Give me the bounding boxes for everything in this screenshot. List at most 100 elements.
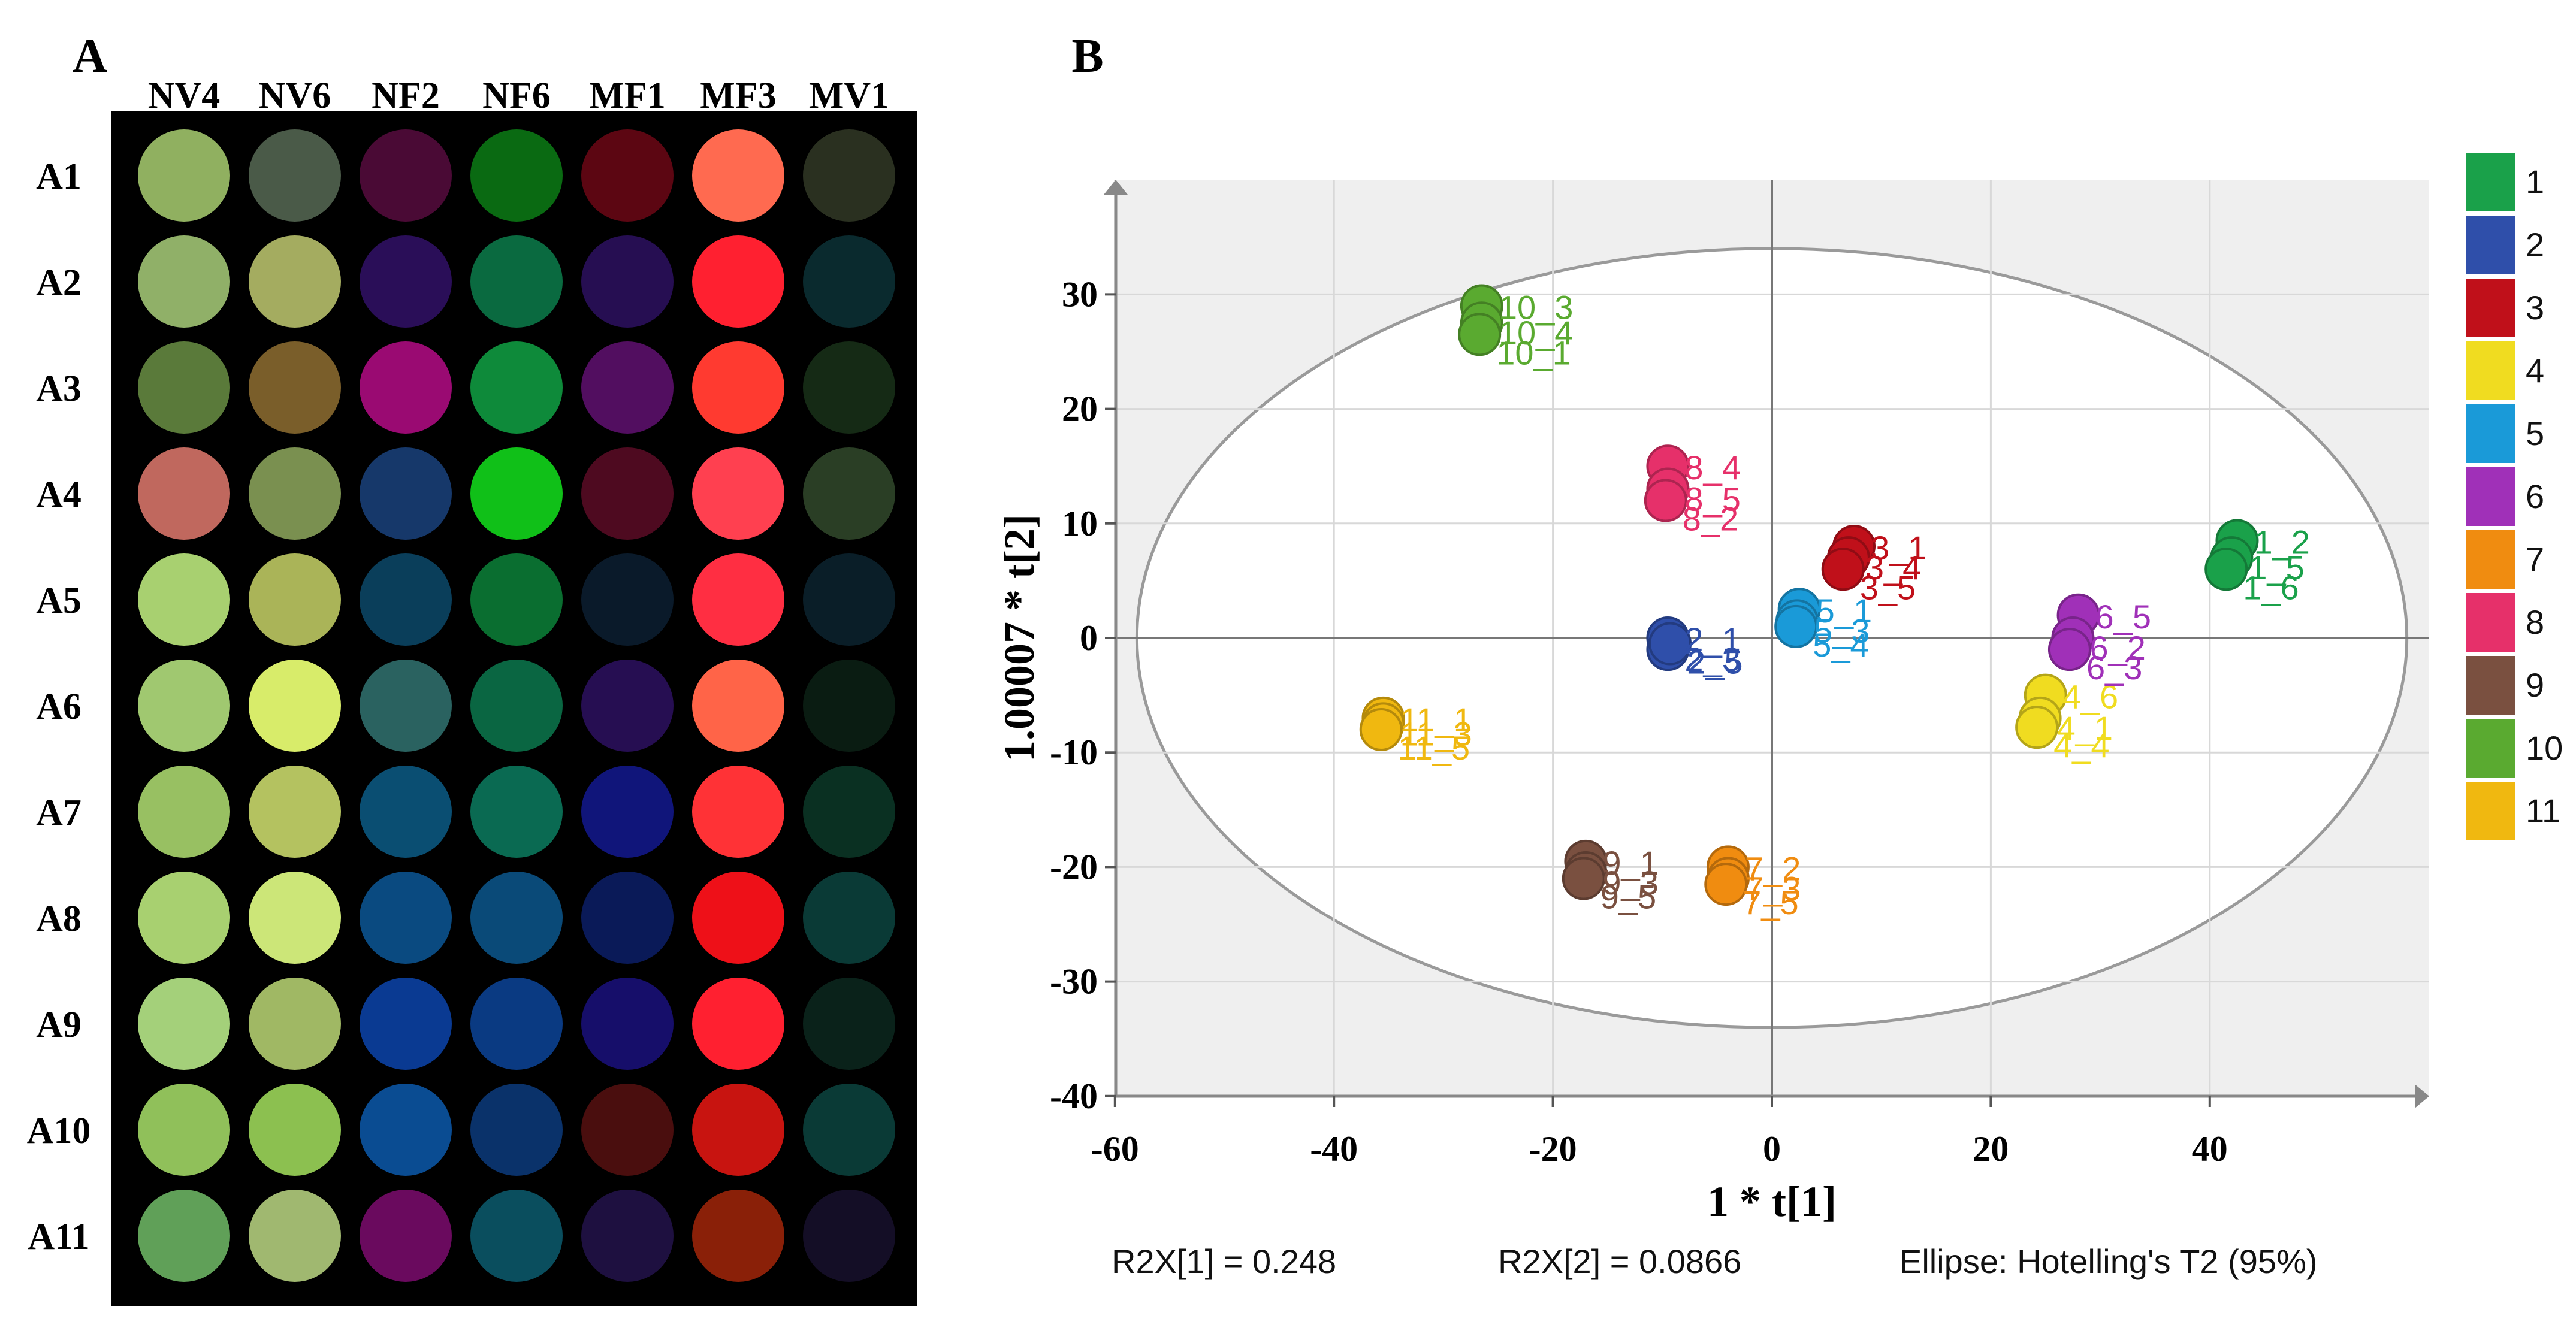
sensor-spot	[470, 872, 563, 964]
point-label: 10_1	[1496, 334, 1571, 371]
point-label: 11_1	[1400, 701, 1472, 739]
sensor-spot	[692, 978, 784, 1070]
r2x2-text: R2X[2] = 0.0866	[1498, 1242, 1741, 1280]
point-label: 4_1	[2057, 709, 2113, 747]
point-label: 1_5	[2248, 549, 2304, 586]
point-label: 7_5	[1743, 884, 1798, 921]
sensor-spot	[803, 235, 895, 328]
sensor-spot	[360, 341, 452, 434]
point-label: 5_1	[1816, 592, 1872, 630]
sensor-spot	[692, 235, 784, 328]
axes	[1104, 180, 2429, 1108]
sensor-spot	[581, 341, 674, 434]
score-point	[2204, 548, 2248, 591]
sensor-spot	[360, 872, 452, 964]
sensor-spot	[249, 553, 341, 646]
point-label: 9_3	[1602, 864, 1658, 902]
legend-swatch	[2466, 593, 2515, 652]
sensor-spot	[581, 553, 674, 646]
sensor-spot	[803, 341, 895, 434]
point-label: 7_3	[1745, 870, 1801, 908]
sensor-spot	[138, 341, 230, 434]
sensor-spot	[803, 553, 895, 646]
point-label: 10_4	[1499, 314, 1574, 352]
column-header: NF2	[372, 75, 440, 116]
sensor-spot	[138, 660, 230, 752]
row-header: A3	[36, 368, 81, 409]
legend-label: 8	[2526, 603, 2544, 641]
score-point	[2047, 628, 2091, 671]
sensor-spot	[249, 766, 341, 858]
sensor-spot	[581, 447, 674, 540]
sensor-spot	[360, 235, 452, 328]
legend-label: 4	[2526, 352, 2544, 389]
sensor-spot	[581, 129, 674, 222]
point-label: 11_3	[1400, 715, 1472, 752]
point-label: 3_4	[1865, 549, 1921, 586]
legend-label: 11	[2526, 792, 2560, 830]
r2x1-text: R2X[1] = 0.248	[1112, 1242, 1336, 1280]
x-tick-label: -60	[1091, 1129, 1139, 1169]
legend-swatch	[2466, 153, 2515, 211]
column-header: NF6	[482, 75, 551, 116]
column-header: NV6	[259, 75, 331, 116]
row-headers: A1 A2 A3 A4 A5 A6 A7 A8 A9 A10 A11	[27, 156, 91, 1257]
point-label: 4_4	[2053, 727, 2109, 764]
column-header: MF1	[589, 75, 665, 116]
y-tick-label: 0	[1080, 618, 1098, 658]
point-label: 8_5	[1684, 480, 1740, 518]
point-label: 3_1	[1871, 529, 1926, 567]
legend-label: 10	[2526, 729, 2563, 767]
x-axis-label: 1 * t[1]	[1707, 1178, 1837, 1226]
x-tick-label: 40	[2192, 1129, 2228, 1169]
sensor-spot	[470, 235, 563, 328]
x-tick-label: 20	[1973, 1129, 2009, 1169]
sensor-spot	[581, 978, 674, 1070]
sensor-spot	[138, 235, 230, 328]
sensor-spot	[138, 553, 230, 646]
sensor-spot	[692, 129, 784, 222]
point-label: 6_3	[2086, 649, 2142, 686]
sensor-spot	[692, 553, 784, 646]
x-tick-label: 0	[1763, 1129, 1781, 1169]
point-label: 2_3	[1684, 640, 1740, 678]
column-header: MV1	[809, 75, 889, 116]
point-label: 2_1	[1684, 621, 1740, 658]
row-header: A11	[28, 1217, 89, 1257]
row-header: A7	[36, 792, 81, 833]
y-tick-label: -10	[1050, 733, 1098, 772]
x-tick-label: -40	[1310, 1129, 1358, 1169]
sensor-spot	[803, 872, 895, 964]
sensor-spot	[470, 1084, 563, 1176]
point-label: 4_6	[2062, 678, 2118, 716]
point-label: 11_5	[1398, 729, 1470, 767]
sensor-spot	[249, 660, 341, 752]
sensor-spot	[470, 1190, 563, 1282]
score-point	[1562, 857, 1605, 900]
row-header: A2	[36, 262, 81, 303]
sensor-spot	[803, 129, 895, 222]
column-header: NV4	[148, 75, 221, 116]
legend-label: 2	[2526, 226, 2544, 264]
sensor-spot	[249, 1190, 341, 1282]
sensor-spot	[692, 447, 784, 540]
x-tick-label: -20	[1529, 1129, 1577, 1169]
legend-label: 7	[2526, 540, 2544, 578]
legend-label: 1	[2526, 163, 2544, 201]
sensor-spot	[803, 766, 895, 858]
y-axis-arrow	[1104, 180, 1128, 195]
sensor-spot	[138, 129, 230, 222]
sensor-spot	[581, 766, 674, 858]
row-header: A6	[36, 686, 81, 727]
y-tick-label: -20	[1050, 847, 1098, 887]
sensor-spot	[692, 1190, 784, 1282]
legend-swatch	[2466, 656, 2515, 715]
point-label: 1_2	[2254, 523, 2309, 561]
sensor-spot	[138, 1084, 230, 1176]
y-tick-label: -40	[1050, 1076, 1098, 1116]
point-label: 8_4	[1684, 449, 1740, 486]
sensor-spot	[249, 978, 341, 1070]
legend-swatch	[2466, 404, 2515, 463]
sensor-spot	[360, 1190, 452, 1282]
